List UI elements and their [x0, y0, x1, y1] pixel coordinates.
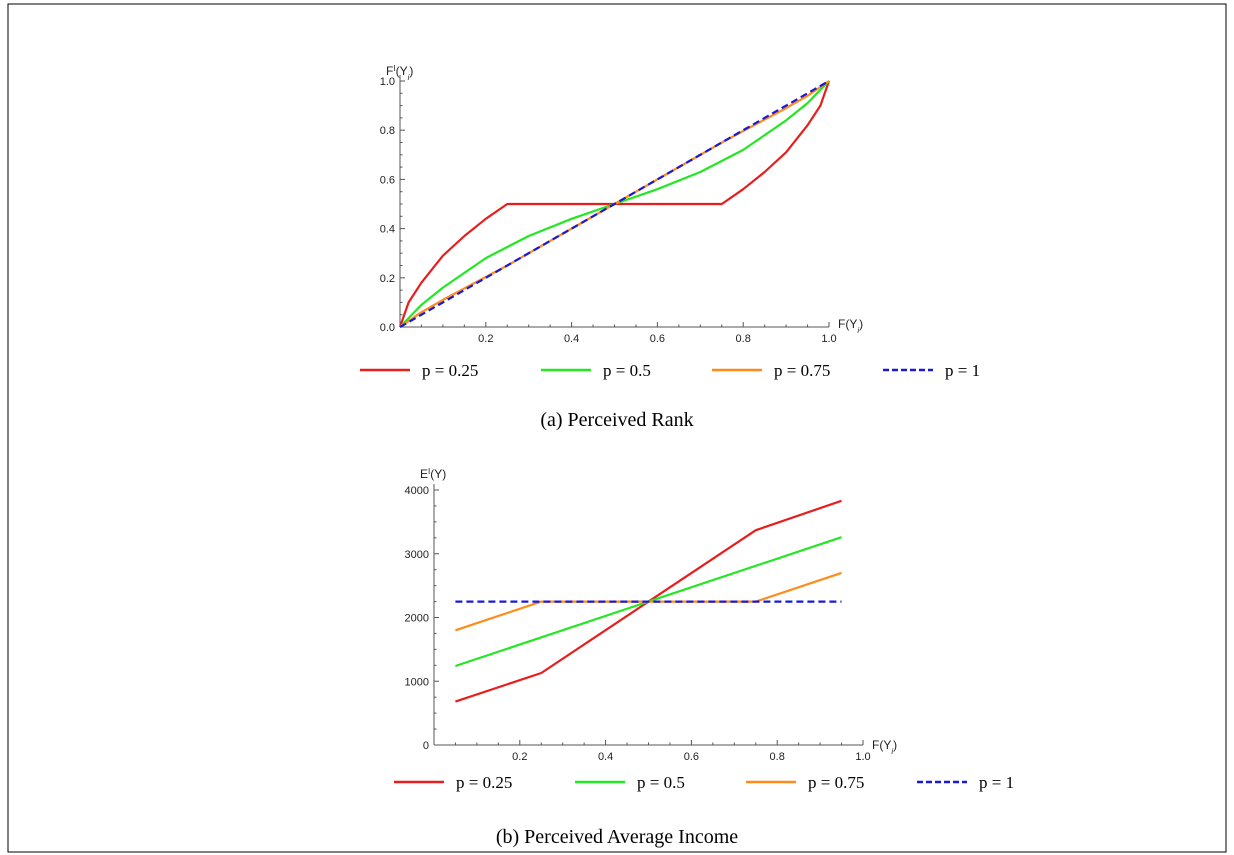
x-tick-label: 1.0: [821, 333, 836, 345]
y-tick-label: 1000: [405, 676, 429, 688]
x-tick-label: 0.4: [564, 333, 579, 345]
x-tick-label: 0.2: [512, 751, 527, 763]
y-tick-label: 3000: [405, 549, 429, 561]
caption-a: (a) Perceived Rank: [540, 409, 693, 431]
legend-label: p = 0.25: [456, 773, 512, 792]
legend-a: p = 0.25 p = 0.5 p = 0.75 p = 1: [360, 361, 980, 380]
legend-label: p = 0.25: [422, 361, 478, 380]
x-axis-label-a: F(Yi): [838, 317, 863, 335]
x-tick-label: 0.4: [598, 751, 613, 763]
y-tick-label: 4000: [405, 485, 429, 497]
series-lines-b: [455, 499, 842, 703]
chart-perceived-rank: 0.2 0.4 0.6 0.8 1.0 0.0 0.2 0.4 0.6 0.8 1.0 FI(Yi)…: [360, 64, 980, 431]
y-tick-label: 0.0: [380, 322, 395, 334]
y-tick-label: 0.2: [380, 273, 395, 285]
y-tick-label: 1.0: [380, 76, 395, 88]
y-axis-label-b: EI(Y): [420, 467, 446, 482]
ticks-b: 0.2 0.4 0.6 0.8 1.0 0 1000 2000 3000 4000: [405, 485, 871, 763]
y-tick-label: 0.4: [380, 224, 395, 236]
y-tick-label: 0.8: [380, 125, 395, 137]
series-lines-a: [398, 80, 831, 328]
x-tick-label: 0.8: [736, 333, 751, 345]
legend-b: p = 0.25 p = 0.5 p = 0.75 p = 1: [394, 773, 1014, 792]
legend-label: p = 0.5: [637, 773, 685, 792]
ticks-a: 0.2 0.4 0.6 0.8 1.0 0.0 0.2 0.4 0.6 0.8 1.0: [380, 76, 837, 345]
legend-label: p = 0.75: [808, 773, 864, 792]
x-tick-label: 0.8: [770, 751, 785, 763]
legend-label: p = 0.5: [603, 361, 651, 380]
x-tick-label: 0.2: [478, 333, 493, 345]
y-tick-label: 0.6: [380, 174, 395, 186]
legend-label: p = 1: [979, 773, 1014, 792]
axes-b: [433, 484, 863, 746]
x-tick-label: 0.6: [684, 751, 699, 763]
legend-label: p = 1: [945, 361, 980, 380]
chart-perceived-average-income: 0.2 0.4 0.6 0.8 1.0 0 1000 2000 3000 4000 EI(Y) F…: [394, 467, 1014, 848]
series-line-4: [399, 80, 830, 328]
y-tick-label: 2000: [405, 613, 429, 625]
figure-border: [7, 3, 1227, 853]
x-axis-label-b: F(Yi): [872, 738, 897, 756]
x-tick-label: 1.0: [855, 751, 870, 763]
legend-label: p = 0.75: [774, 361, 830, 380]
caption-b: (b) Perceived Average Income: [496, 826, 738, 848]
y-axis-label-a: FI(Yi): [386, 64, 413, 82]
x-tick-label: 0.6: [650, 333, 665, 345]
y-tick-label: 0: [423, 740, 429, 752]
